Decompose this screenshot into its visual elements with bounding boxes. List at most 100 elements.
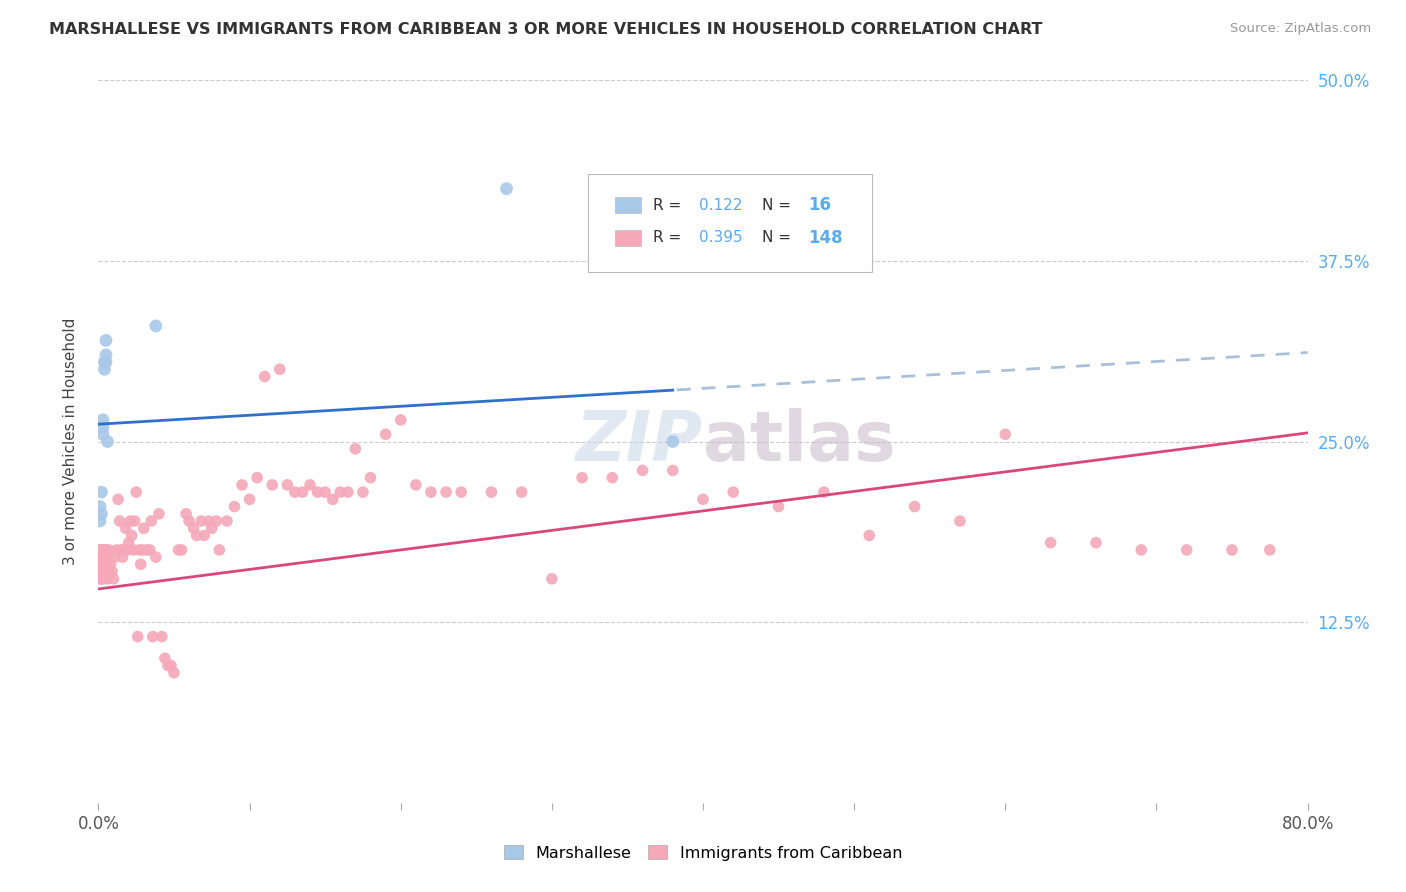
Point [450,485,472,500]
Point [118,535,141,549]
Text: 0.122: 0.122 [699,198,742,213]
Point [170,542,193,557]
Point [90,565,112,579]
Point [124,514,146,528]
Point [112,542,135,557]
Point [1175,542,1198,557]
Text: MARSHALLESE VS IMMIGRANTS FROM CARIBBEAN 3 OR MORE VEHICLES IN HOUSEHOLD CORRELA: MARSHALLESE VS IMMIGRANTS FROM CARIBBEAN… [49,22,1043,37]
Point [344,442,367,456]
Point [186,528,208,542]
Point [90,558,112,572]
Point [540,572,562,586]
Point [90,550,112,565]
Point [89,550,111,565]
Point [96,572,118,586]
Text: R =: R = [654,198,686,213]
Text: R =: R = [654,230,686,245]
Y-axis label: 3 or more Vehicles in Household: 3 or more Vehicles in Household [63,318,77,566]
Point [90,542,112,557]
Point [197,514,219,528]
Point [1220,542,1243,557]
Point [142,630,165,644]
Point [128,542,150,557]
Point [1039,535,1062,549]
Point [115,542,138,557]
Point [91,427,114,442]
Point [253,369,276,384]
Point [160,658,183,673]
Point [90,485,112,500]
Point [105,542,128,557]
Point [307,485,329,500]
Point [231,478,253,492]
Point [89,558,111,572]
Point [150,630,173,644]
Point [352,485,374,500]
Point [94,565,117,579]
Point [190,514,212,528]
Text: N =: N = [762,230,796,245]
Point [262,478,284,492]
Point [495,182,517,196]
Point [145,318,167,333]
Point [89,565,111,579]
Point [101,565,124,579]
Text: 148: 148 [808,228,842,247]
Point [374,427,396,442]
Point [131,542,153,557]
FancyBboxPatch shape [614,230,641,245]
Text: N =: N = [762,198,796,213]
Point [661,463,683,477]
Point [291,485,314,500]
Point [89,500,111,514]
Point [129,558,152,572]
Point [571,470,593,484]
Point [127,630,149,644]
Point [215,514,238,528]
Point [768,500,790,514]
Point [360,470,382,484]
Point [93,558,115,572]
Point [122,542,145,557]
Point [91,542,114,557]
Point [167,542,190,557]
Point [94,348,117,362]
Point [389,413,412,427]
Point [94,334,117,348]
Point [139,542,162,557]
Point [93,542,115,557]
Point [163,665,186,680]
Legend: Marshallese, Immigrants from Caribbean: Marshallese, Immigrants from Caribbean [498,838,908,867]
Point [420,485,443,500]
FancyBboxPatch shape [588,174,872,272]
Point [153,651,176,665]
Point [89,572,111,586]
Point [96,434,118,449]
Point [104,550,127,565]
Text: 16: 16 [808,196,831,214]
Point [100,558,122,572]
Point [90,572,112,586]
Point [108,514,131,528]
Point [91,420,114,434]
Point [91,413,114,427]
Point [148,507,170,521]
Point [94,355,117,369]
Point [481,485,503,500]
Point [93,362,115,376]
Point [125,485,148,500]
Point [111,550,134,565]
Point [723,485,745,500]
Point [208,542,231,557]
Point [141,514,163,528]
Point [103,572,125,586]
Point [94,542,117,557]
Point [93,355,115,369]
Point [98,542,121,557]
Text: 0.395: 0.395 [699,230,742,245]
Point [110,542,132,557]
Point [994,427,1017,442]
Point [336,485,359,500]
Point [145,550,167,565]
Point [661,434,683,449]
